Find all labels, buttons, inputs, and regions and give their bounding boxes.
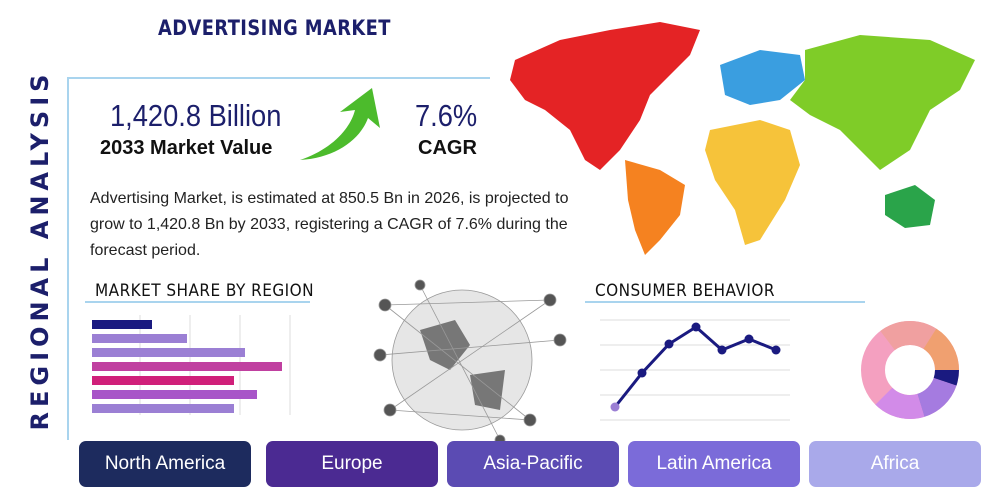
region-button[interactable]: Europe [266,441,438,487]
region-button[interactable]: Africa [809,441,981,487]
region-button[interactable]: North America [79,441,251,487]
line-illustration [600,319,790,421]
market-value: 1,420.8 Billion [110,98,282,133]
section-heading: MARKET SHARE BY REGION [95,281,314,301]
title: ADVERTISING MARKET [158,16,391,40]
growth-arrow [300,88,380,160]
description: Advertising Market, is estimated at 850.… [90,190,569,259]
cagr-value: 7.6% [415,98,478,133]
region-button[interactable]: Latin America [628,441,800,487]
frame [67,77,490,440]
region-button[interactable]: Asia-Pacific [447,441,619,487]
section-heading: CONSUMER BEHAVIOR [595,281,775,301]
side-label: REGIONAL ANALYSIS [26,69,54,431]
bar-illustration [92,315,291,415]
world-map [510,22,975,255]
market-value-label: 2033 Market Value [100,137,273,159]
globe-illustration [373,279,567,446]
cagr-label: CAGR [418,137,477,159]
donut-illustration [861,321,959,419]
